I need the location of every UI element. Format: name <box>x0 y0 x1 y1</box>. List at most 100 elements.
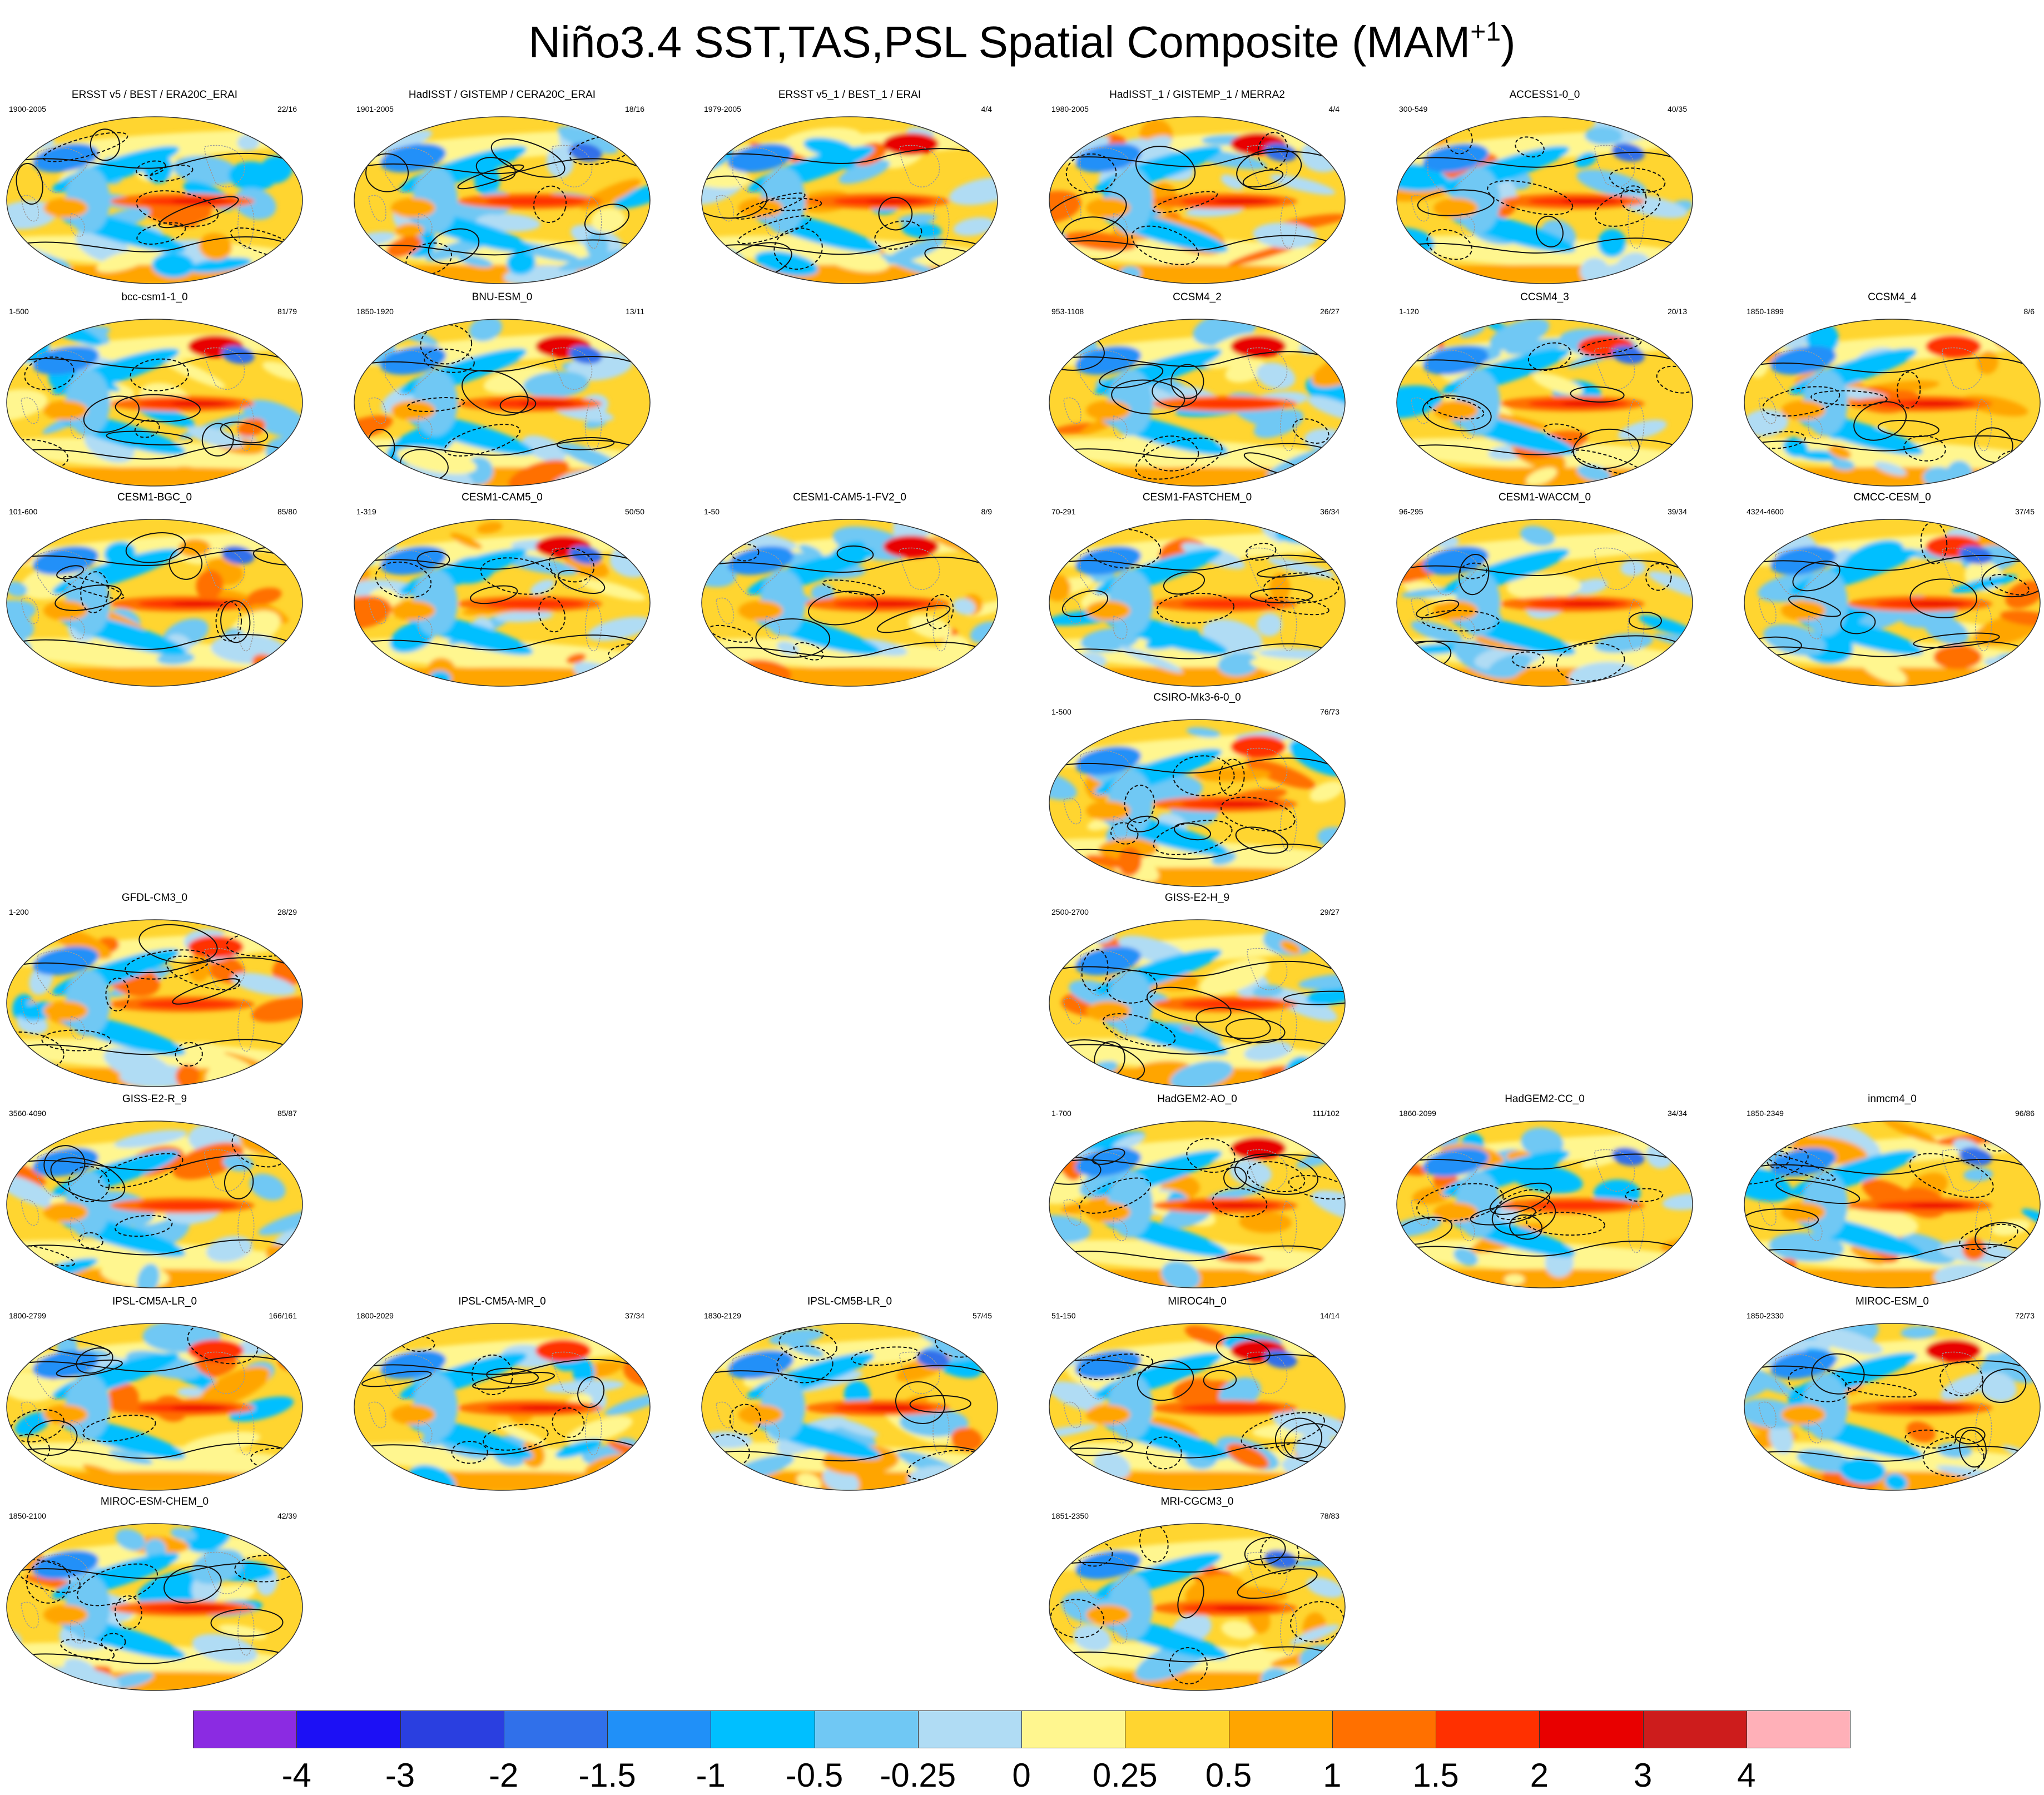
pressure-contour <box>1744 1208 1819 1231</box>
panel-years: 70-291 <box>1051 507 1076 516</box>
pressure-contour <box>1397 1241 1693 1257</box>
pressure-contour <box>7 1039 302 1056</box>
anomaly-patch <box>1941 1372 1992 1400</box>
anomaly-patch <box>1086 601 1130 621</box>
anomaly-patch <box>1433 198 1478 218</box>
pressure-contour <box>1152 191 1218 214</box>
pressure-contour <box>1744 357 2040 374</box>
pressure-contour <box>1959 1223 2018 1250</box>
anomaly-patch <box>171 1606 227 1610</box>
pressure-contour <box>1609 167 1666 193</box>
map-border <box>1049 1523 1346 1691</box>
anomaly-patch <box>1901 1326 1937 1339</box>
pressure-contour <box>1744 1360 2040 1377</box>
pressure-contour <box>7 1563 302 1580</box>
map-panel: CESM1-FASTCHEM_0 70-291 36/34 <box>1047 492 1347 692</box>
panel-title: CCSM4_4 <box>1868 291 1917 303</box>
continent-outline <box>1460 616 1475 639</box>
anomaly-patch <box>1108 167 1153 234</box>
anomaly-patch <box>395 223 424 238</box>
anomaly-patch <box>171 602 227 606</box>
panel-years: 1980-2005 <box>1051 105 1089 113</box>
anomaly-patch <box>1276 524 1345 544</box>
continent-outline <box>37 1554 88 1600</box>
panel-years: 96-295 <box>1399 507 1423 516</box>
anomaly-patch <box>1049 467 1345 486</box>
anomaly-patch <box>508 459 569 486</box>
panel-count: 14/14 <box>1319 1311 1339 1320</box>
pressure-contour <box>1274 1417 1323 1459</box>
continent-outline <box>204 948 245 990</box>
pressure-contour <box>1081 949 1109 991</box>
pressure-contour <box>136 190 219 227</box>
pressure-contour <box>702 175 768 219</box>
anomaly-patch <box>980 127 998 149</box>
composite-map <box>354 519 651 687</box>
anomaly-patch <box>1214 802 1269 806</box>
anomaly-patch <box>251 996 302 1023</box>
anomaly-patch <box>7 467 302 486</box>
map-border <box>354 1323 651 1491</box>
pressure-contour <box>1092 1148 1125 1165</box>
continent-outline <box>418 415 433 439</box>
pressure-contour <box>354 553 650 571</box>
panel-count: 50/50 <box>624 507 644 516</box>
pressure-contour <box>462 370 529 416</box>
pressure-contour <box>1102 1013 1176 1047</box>
anomaly-patch <box>12 1325 33 1347</box>
pressure-contour <box>1220 796 1296 832</box>
anomaly-patch <box>96 249 154 272</box>
anomaly-patch <box>1909 1203 1964 1208</box>
anomaly-patch <box>1252 984 1283 998</box>
pressure-contour <box>163 1565 222 1604</box>
pressure-contour <box>361 1370 432 1387</box>
continent-outline <box>237 598 255 652</box>
anomaly-patch <box>1397 265 1693 284</box>
anomaly-patch <box>1049 1471 1345 1490</box>
anomaly-patch <box>1411 621 1463 643</box>
anomaly-patch <box>1884 1473 1908 1490</box>
pressure-contour <box>1288 1174 1345 1200</box>
map-panel: MRI-CGCM3_0 1851-2350 78/83 <box>1047 1496 1347 1696</box>
pressure-contour <box>1625 1188 1664 1202</box>
panel-years: 953-1108 <box>1051 307 1084 316</box>
continent-outline <box>1808 1420 1823 1444</box>
anomaly-patch <box>1561 602 1617 606</box>
pressure-contour <box>16 163 43 205</box>
pressure-contour <box>552 1407 585 1438</box>
panel-title: CCSM4_3 <box>1520 291 1569 303</box>
anomaly-patch <box>1049 665 1083 684</box>
pressure-contour <box>1577 338 1642 356</box>
panel-title: ACCESS1-0_0 <box>1509 89 1580 101</box>
pressure-contour <box>68 1166 110 1203</box>
continent-outline <box>1427 1152 1479 1197</box>
panel-count: 42/39 <box>277 1511 297 1520</box>
composite-map <box>6 1120 303 1288</box>
anomaly-patch <box>469 319 503 341</box>
panel-count: 36/34 <box>1319 507 1339 516</box>
continent-outline <box>1247 948 1288 990</box>
pressure-contour <box>1049 844 1345 861</box>
anomaly-patch <box>1639 615 1693 637</box>
pressure-contour <box>1416 1183 1504 1222</box>
title-text: Niño3.4 SST,TAS,PSL Spatial Composite (M… <box>528 17 1471 67</box>
continent-outline <box>1758 397 1777 424</box>
panel-title: HadISST_1 / GISTEMP_1 / MERRA2 <box>1109 89 1285 101</box>
pressure-contour <box>1913 632 2000 648</box>
pressure-contour <box>1877 420 1939 438</box>
anomaly-patch <box>391 400 435 420</box>
anomaly-patch <box>1951 574 2017 593</box>
anomaly-patch <box>1584 126 1623 145</box>
anomaly-patch <box>604 1394 650 1416</box>
panel-count: 37/34 <box>624 1311 644 1320</box>
panel-title: CESM1-FASTCHEM_0 <box>1142 492 1252 503</box>
panel-count: 37/45 <box>2015 507 2035 516</box>
map-panel: inmcm4_0 1850-2349 96/86 <box>1742 1093 2042 1293</box>
anomaly-patch <box>1108 1574 1153 1640</box>
pressure-contour <box>1645 563 1672 591</box>
pressure-contour <box>26 1560 71 1604</box>
pressure-contour <box>1458 554 1490 596</box>
map-panel: IPSL-CM5B-LR_0 1830-2129 57/45 <box>699 1296 1000 1496</box>
map-panel: CCSM4_3 1-120 20/13 <box>1395 291 1695 492</box>
anomaly-patch <box>354 1323 400 1351</box>
